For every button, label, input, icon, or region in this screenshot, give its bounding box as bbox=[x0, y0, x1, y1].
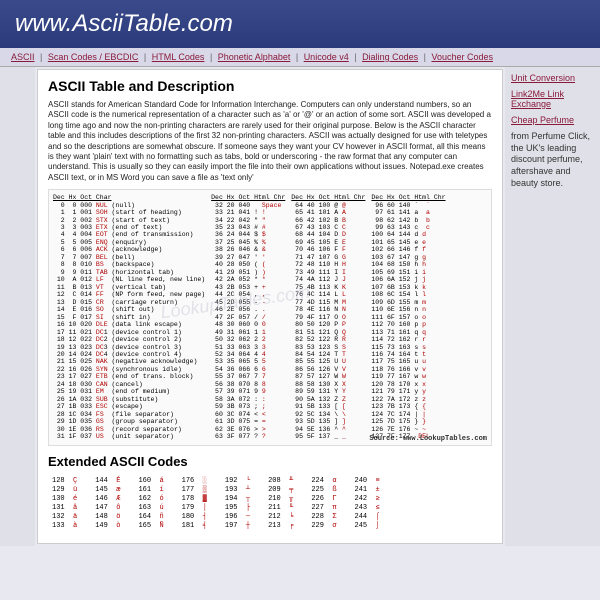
nav-link[interactable]: ASCII bbox=[11, 52, 35, 62]
nav-link[interactable]: Unicode v4 bbox=[304, 52, 349, 62]
site-title: www.AsciiTable.com bbox=[15, 10, 585, 38]
nav-link[interactable]: Dialing Codes bbox=[362, 52, 418, 62]
page-title: ASCII Table and Description bbox=[48, 78, 492, 94]
ascii-col-4: Dec Hx Oct Html Chr 96 60 140 ` ` 97 61 … bbox=[371, 194, 445, 440]
sidebar-left bbox=[0, 67, 35, 546]
nav-link[interactable]: HTML Codes bbox=[152, 52, 205, 62]
ascii-col-1: Dec Hx Oct Char 0 0 000 NUL (null) 1 1 0… bbox=[53, 194, 205, 440]
extended-title: Extended ASCII Codes bbox=[48, 454, 492, 469]
top-nav: ASCII | Scan Codes / EBCDIC | HTML Codes… bbox=[0, 48, 600, 67]
description-text: ASCII stands for American Standard Code … bbox=[48, 100, 492, 183]
sidebar-link[interactable]: Link2Me Link Exchange bbox=[511, 89, 594, 109]
sidebar-link[interactable]: Cheap Perfume bbox=[511, 115, 594, 125]
ascii-col-2: Dec Hx Oct Html Chr 32 20 040 Space 33 2… bbox=[211, 194, 285, 440]
sidebar-link[interactable]: Unit Conversion bbox=[511, 73, 594, 83]
ascii-table: LookupTables.com Dec Hx Oct Char 0 0 000… bbox=[48, 189, 492, 445]
sidebar-right: Unit Conversion Link2Me Link Exchange Chea… bbox=[505, 67, 600, 546]
ascii-col-3: Dec Hx Oct Html Chr 64 40 100 @ @ 65 41 … bbox=[291, 194, 365, 440]
nav-link[interactable]: Voucher Codes bbox=[431, 52, 493, 62]
table-source: Source: www.LookupTables.com bbox=[369, 435, 487, 443]
site-header: www.AsciiTable.com bbox=[0, 0, 600, 48]
nav-link[interactable]: Phonetic Alphabet bbox=[218, 52, 291, 62]
main-content: ASCII Table and Description ASCII stands… bbox=[37, 69, 503, 544]
nav-link[interactable]: Scan Codes / EBCDIC bbox=[48, 52, 139, 62]
extended-ascii-table: 128 Ç 129 ü 130 é 131 â 132 ä 133 à 144 … bbox=[48, 473, 492, 536]
promo-text: from Perfume Click, the UK's leading dis… bbox=[511, 131, 594, 189]
